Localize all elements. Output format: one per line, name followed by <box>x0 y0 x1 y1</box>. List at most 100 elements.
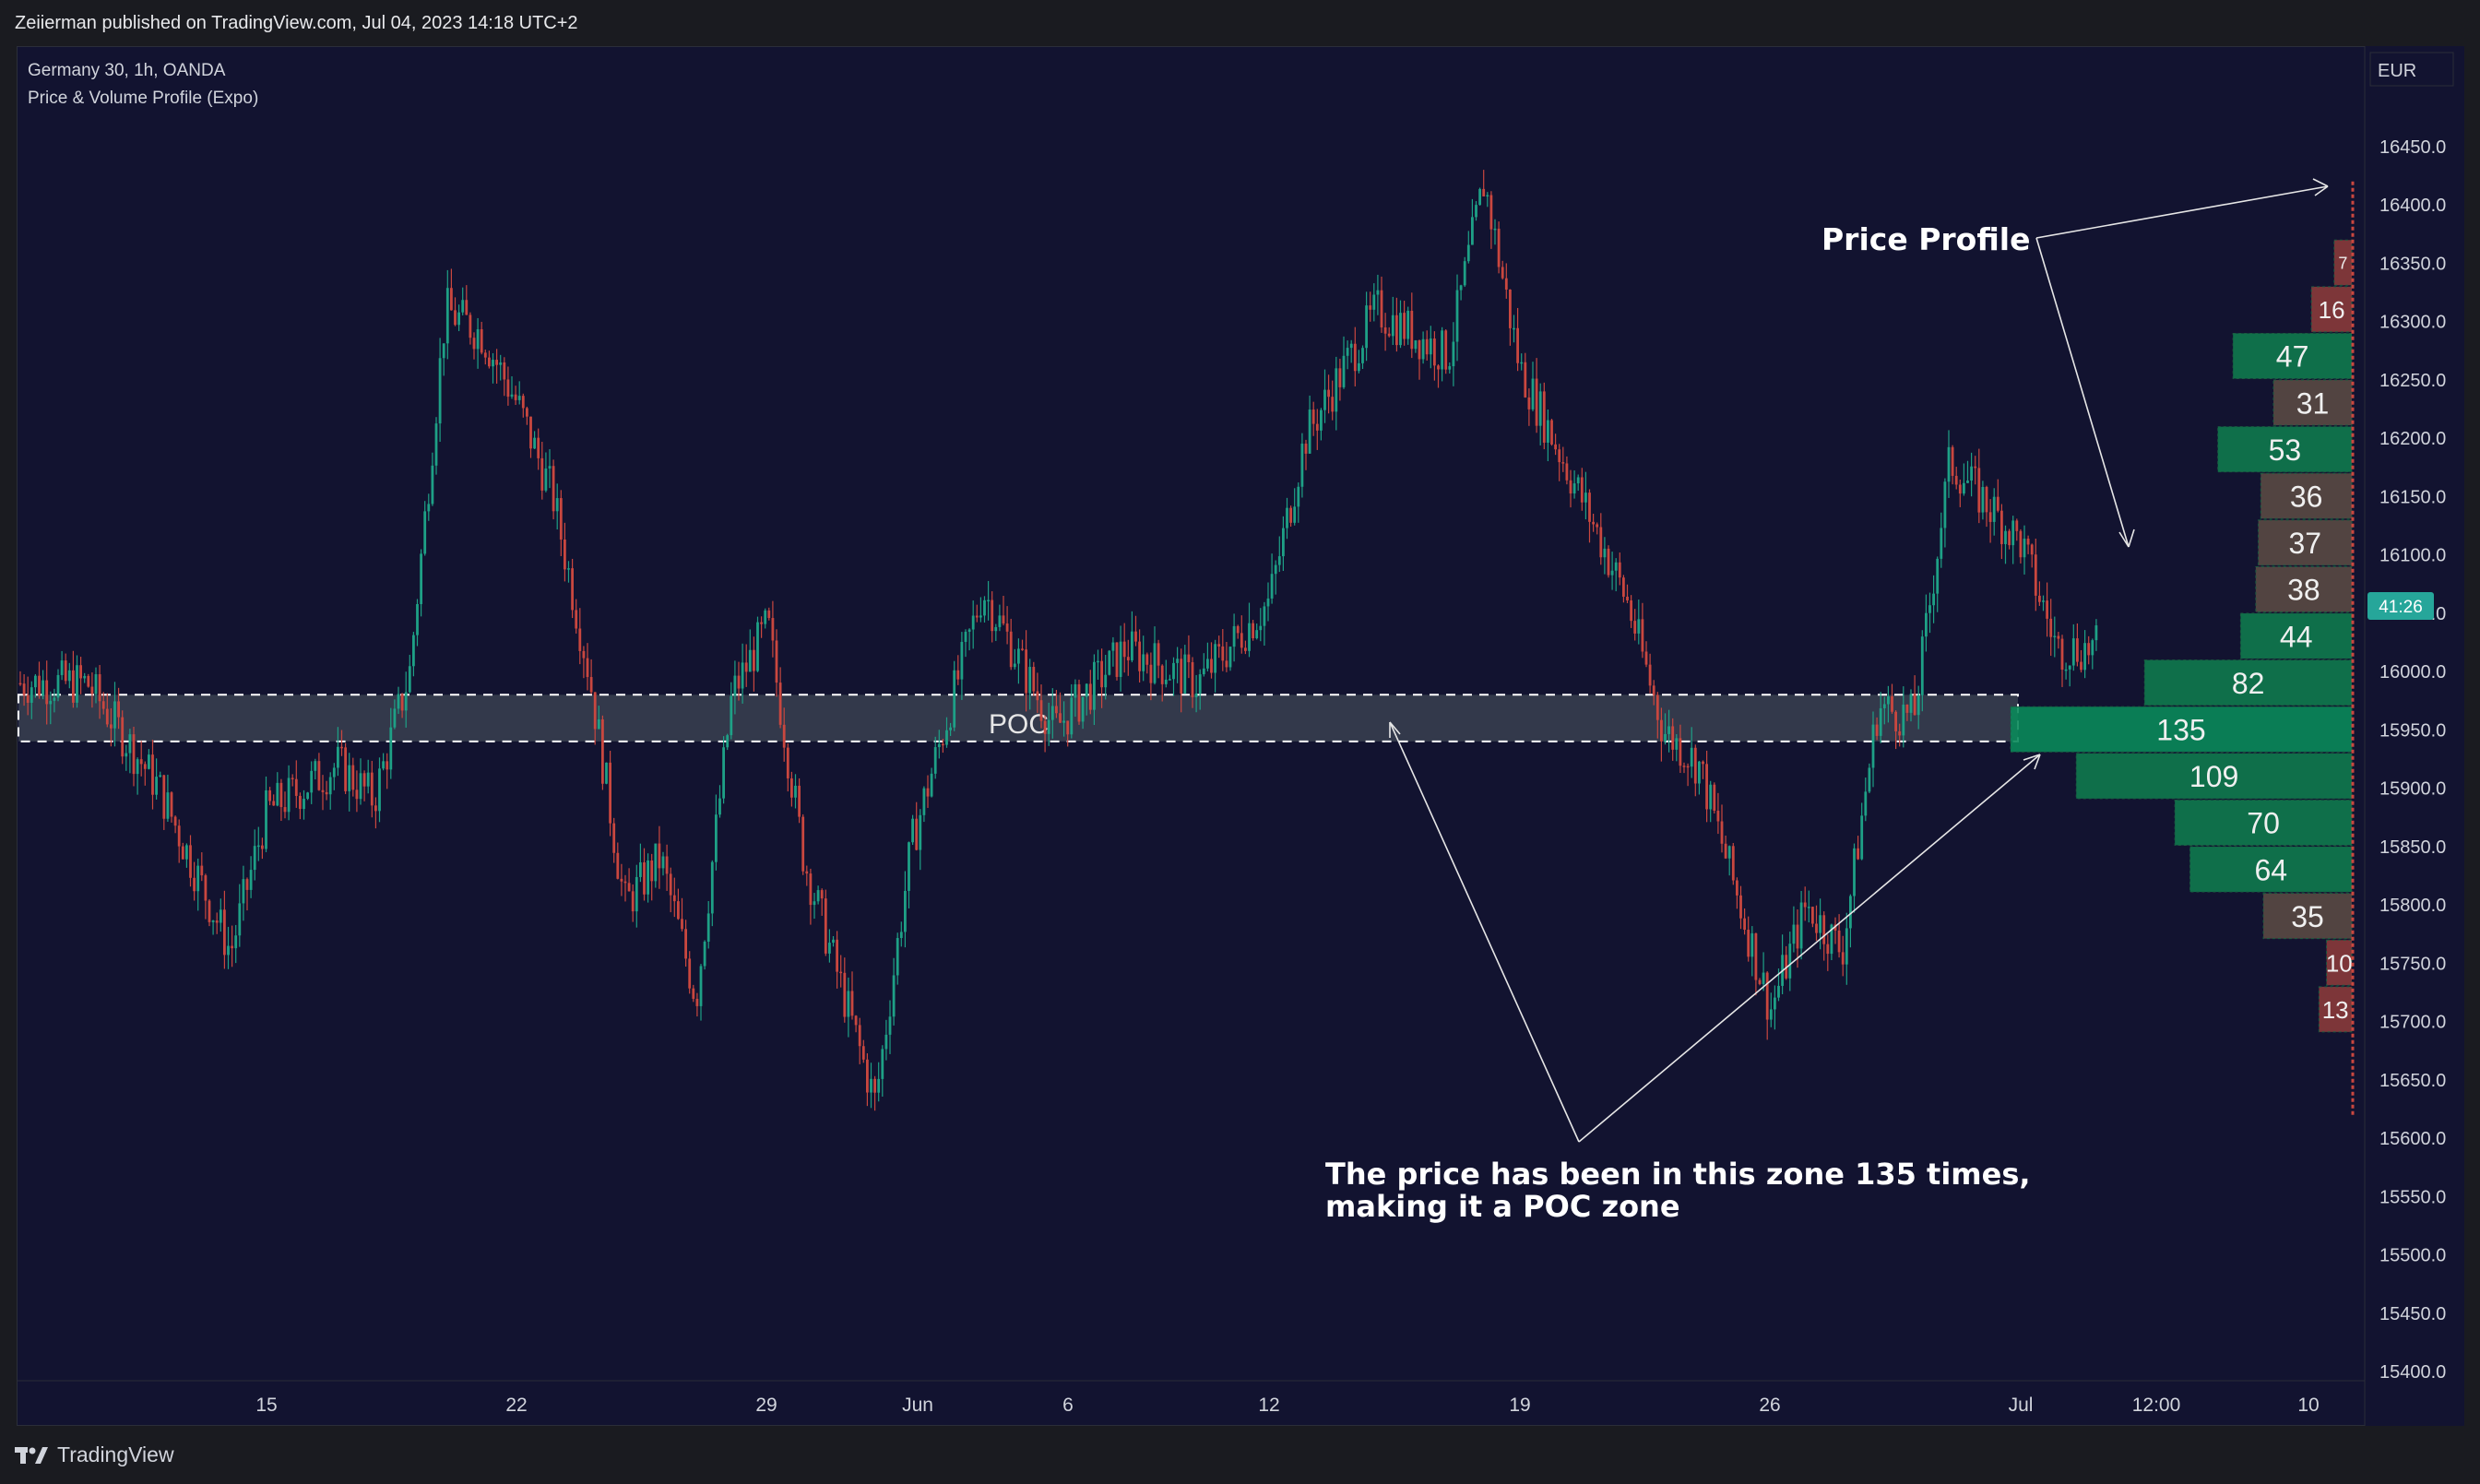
candle-body <box>1622 577 1625 597</box>
candle-body <box>499 362 503 365</box>
candle-body <box>64 660 67 682</box>
candle-body <box>1183 654 1187 694</box>
candle-body <box>1221 646 1225 661</box>
price-tick-label: 15450.0 <box>2379 1304 2446 1324</box>
candle-body <box>325 791 328 795</box>
candle-body <box>669 873 672 896</box>
candle-body <box>813 901 816 906</box>
currency-button[interactable] <box>2369 52 2454 87</box>
candle-body <box>412 635 415 667</box>
candle-body <box>1263 606 1266 626</box>
candle-body <box>908 842 910 891</box>
candle-body <box>737 675 741 689</box>
candle-body <box>866 1059 869 1093</box>
candle-body <box>514 394 517 400</box>
candle-body <box>2015 520 2019 531</box>
candle-body <box>1493 228 1497 231</box>
indicator-title[interactable]: Price & Volume Profile (Expo) <box>28 89 259 108</box>
candle-body <box>56 674 60 698</box>
profile-bar <box>2258 519 2353 566</box>
candle-body <box>2008 530 2011 546</box>
time-axis[interactable]: 15 22 29 Jun 6 12 19 26 Jul 12:00 10 <box>17 1380 2365 1416</box>
candle-body <box>1966 481 1969 483</box>
candle-body <box>223 909 226 956</box>
candle-body <box>1750 932 1754 957</box>
candle-body <box>881 1049 884 1079</box>
candle-body <box>1520 362 1524 364</box>
candle-body <box>1992 496 1996 522</box>
candle-body <box>155 777 158 795</box>
candle-body <box>949 727 952 730</box>
candle-body <box>1017 648 1020 664</box>
candle-body <box>564 539 566 570</box>
candle-body <box>1799 902 1803 949</box>
candle-body <box>408 666 411 693</box>
candle-body <box>998 615 1002 627</box>
candle-body <box>1365 305 1368 349</box>
candle-body <box>775 640 778 683</box>
candle-body <box>873 1078 876 1093</box>
candle-body <box>1236 625 1240 634</box>
candle-body <box>559 498 563 540</box>
candle-body <box>1252 623 1254 639</box>
candle-body <box>798 785 801 817</box>
chart-legend[interactable]: Germany 30, 1h, OANDA Price & Volume Pro… <box>28 57 258 113</box>
candle-body <box>631 891 635 912</box>
candle-body <box>53 697 56 701</box>
candle-body <box>537 437 540 458</box>
countdown-badge <box>2367 592 2434 620</box>
candle-body <box>1047 719 1050 734</box>
candle-body <box>287 778 291 813</box>
candle-body <box>1626 596 1629 600</box>
candle-body <box>987 600 990 602</box>
candle-body <box>1868 767 1871 792</box>
candle-body <box>1383 327 1387 334</box>
candle-body <box>612 823 616 853</box>
profile-bar <box>2333 239 2353 286</box>
annotation-arrow <box>1578 754 2041 1143</box>
candle-body <box>283 807 287 813</box>
candle-body <box>1293 506 1297 523</box>
candle-body <box>1225 660 1228 668</box>
candle-body <box>1002 615 1005 624</box>
candle-body <box>1463 261 1466 286</box>
candle-body <box>942 743 944 746</box>
candle-body <box>1630 600 1632 622</box>
candle-body <box>896 938 899 976</box>
candle-body <box>1538 391 1542 426</box>
candle-body <box>1372 294 1376 310</box>
candle-body <box>1142 654 1145 671</box>
candle-body <box>362 773 366 787</box>
candle-body <box>306 792 309 800</box>
candle-body <box>1758 979 1762 984</box>
candle-body <box>2019 530 2023 558</box>
candle-body <box>786 747 789 778</box>
candle-body <box>1074 683 1077 698</box>
candle-body <box>1466 244 1470 262</box>
candle-body <box>1569 480 1572 494</box>
candle-body <box>1338 368 1342 387</box>
candle-body <box>953 670 956 728</box>
candle-body <box>1172 662 1175 680</box>
candle-body <box>1970 466 1973 481</box>
candle-body <box>1599 527 1603 558</box>
candle-body <box>1633 621 1637 634</box>
candle-body <box>105 708 109 725</box>
candle-body <box>1807 907 1810 908</box>
profile-bar <box>2326 939 2353 986</box>
price-tick-label: 16450.0 <box>2379 137 2446 158</box>
candle-body <box>960 641 964 680</box>
candle-body <box>291 778 294 779</box>
time-tick-label: Jun <box>902 1395 933 1416</box>
price-tick-label: 16000.0 <box>2379 662 2446 683</box>
candle-body <box>994 626 998 632</box>
candle-body <box>1920 636 1924 695</box>
candle-body <box>726 735 730 748</box>
candle-body <box>1274 564 1277 575</box>
price-axis[interactable]: 16450.0 16400.0 16350.0 16300.0 16250.0 16200… <box>2364 46 2464 1426</box>
candle-body <box>1232 625 1236 647</box>
symbol-title[interactable]: Germany 30, 1h, OANDA <box>28 61 226 80</box>
annotation-arrow <box>2128 528 2135 548</box>
candle-body <box>888 1016 892 1035</box>
